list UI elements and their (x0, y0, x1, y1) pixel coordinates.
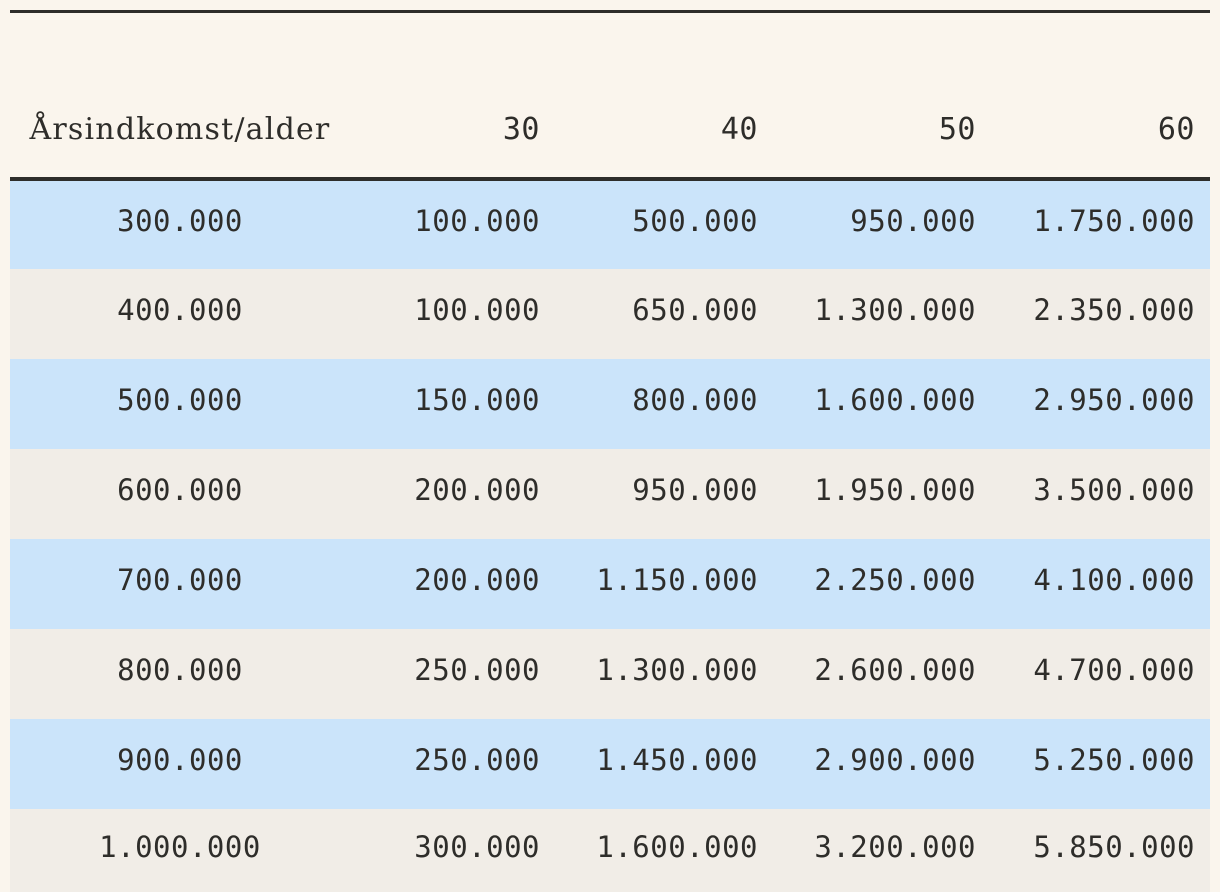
value-cell: 200.000 (414, 473, 540, 507)
income-cell: 800.000 (117, 653, 243, 687)
value-cell: 5.250.000 (1033, 743, 1195, 777)
income-cell: 500.000 (117, 383, 243, 417)
income-cell: 900.000 (117, 743, 243, 777)
table-row: 600.000 200.000 950.000 1.950.000 3.500.… (10, 449, 1210, 539)
column-header-age-50: 50 (773, 11, 991, 181)
value-cell: 300.000 (414, 829, 540, 864)
value-cell: 4.100.000 (1033, 563, 1195, 597)
value-cell: 250.000 (414, 653, 540, 687)
value-cell: 2.350.000 (1033, 293, 1195, 327)
value-cell: 100.000 (414, 204, 540, 238)
value-cell: 950.000 (632, 473, 758, 507)
income-age-header-label: Årsindkomst/alder (10, 11, 350, 181)
value-cell: 2.900.000 (814, 743, 976, 777)
value-cell: 2.950.000 (1033, 383, 1195, 417)
table-row: 700.000 200.000 1.150.000 2.250.000 4.10… (10, 539, 1210, 629)
income-cell: 700.000 (117, 563, 243, 597)
value-cell: 500.000 (632, 204, 758, 238)
value-cell: 200.000 (414, 563, 540, 597)
value-cell: 5.850.000 (1033, 829, 1195, 864)
value-cell: 1.600.000 (596, 829, 758, 864)
income-cell: 400.000 (117, 293, 243, 327)
value-cell: 1.950.000 (814, 473, 976, 507)
value-cell: 1.300.000 (814, 293, 976, 327)
value-cell: 800.000 (632, 383, 758, 417)
table-row: 1.000.000 300.000 1.600.000 3.200.000 5.… (10, 809, 1210, 892)
value-cell: 150.000 (414, 383, 540, 417)
value-cell: 4.700.000 (1033, 653, 1195, 687)
column-header-age-40: 40 (555, 11, 773, 181)
column-header-age-30: 30 (350, 11, 555, 181)
value-cell: 3.500.000 (1033, 473, 1195, 507)
income-cell: 300.000 (117, 204, 243, 238)
value-cell: 1.600.000 (814, 383, 976, 417)
income-cell: 1.000.000 (99, 829, 261, 864)
table-row: 900.000 250.000 1.450.000 2.900.000 5.25… (10, 719, 1210, 809)
income-cell: 600.000 (117, 473, 243, 507)
table-row: 300.000 100.000 500.000 950.000 1.750.00… (10, 179, 1210, 269)
value-cell: 1.150.000 (596, 563, 758, 597)
table-row: 800.000 250.000 1.300.000 2.600.000 4.70… (10, 629, 1210, 719)
value-cell: 2.600.000 (814, 653, 976, 687)
income-age-table: Årsindkomst/alder 30 40 50 60 300.000 10… (10, 10, 1210, 892)
value-cell: 1.750.000 (1033, 204, 1195, 238)
table-row: 400.000 100.000 650.000 1.300.000 2.350.… (10, 269, 1210, 359)
value-cell: 2.250.000 (814, 563, 976, 597)
value-cell: 650.000 (632, 293, 758, 327)
column-header-age-60: 60 (991, 11, 1210, 181)
income-age-table-container: Årsindkomst/alder 30 40 50 60 300.000 10… (10, 10, 1210, 892)
value-cell: 3.200.000 (814, 829, 976, 864)
value-cell: 1.300.000 (596, 653, 758, 687)
value-cell: 100.000 (414, 293, 540, 327)
value-cell: 250.000 (414, 743, 540, 777)
header-row: Årsindkomst/alder 30 40 50 60 (10, 11, 1210, 181)
value-cell: 1.450.000 (596, 743, 758, 777)
table-row: 500.000 150.000 800.000 1.600.000 2.950.… (10, 359, 1210, 449)
value-cell: 950.000 (850, 204, 976, 238)
